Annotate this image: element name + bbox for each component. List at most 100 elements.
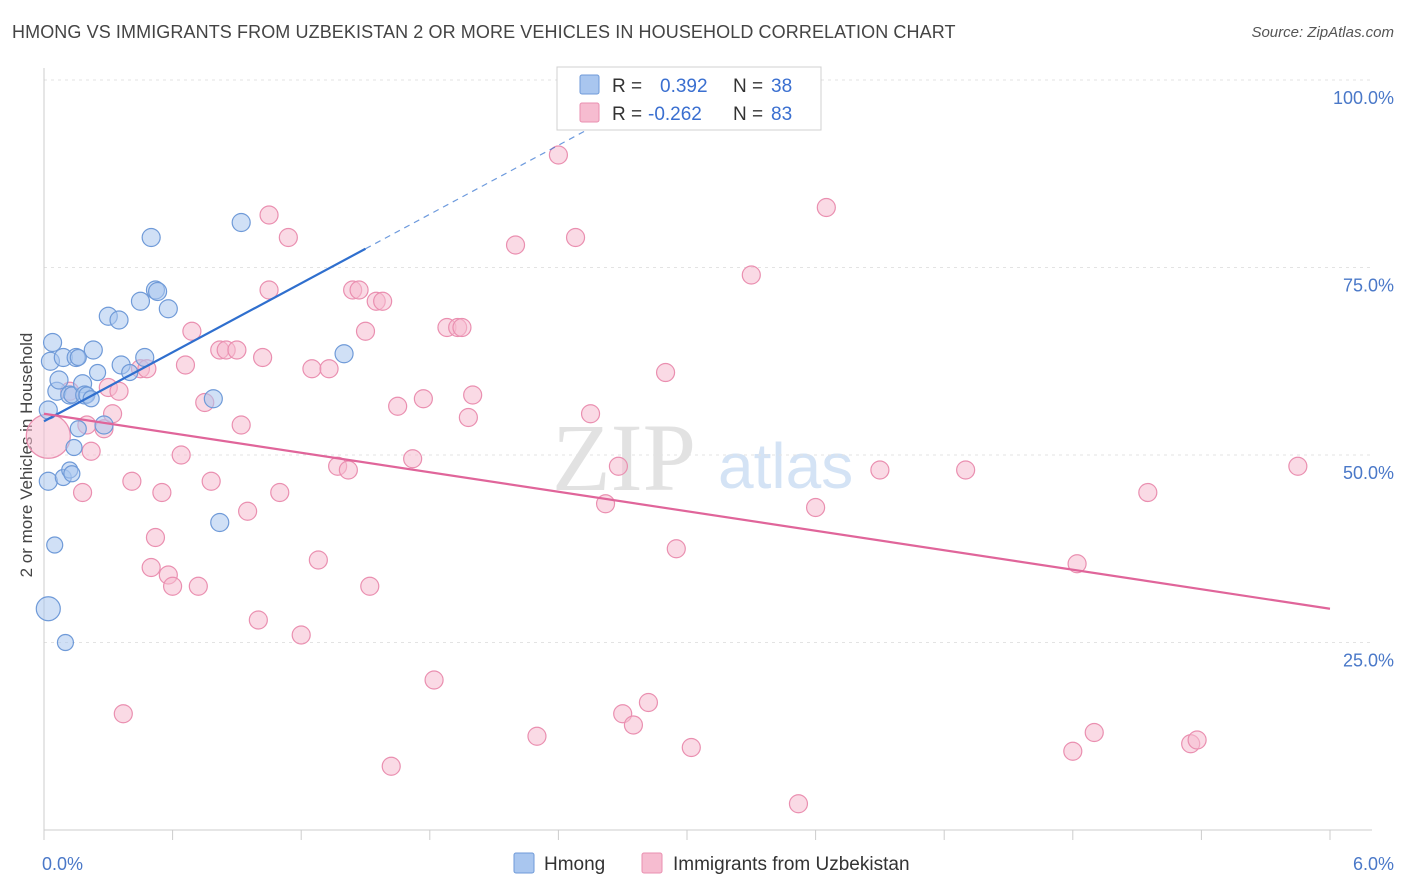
hmong-point-5 [46,536,64,554]
uzbekistan-point-37 [308,550,328,570]
legend-n-label-hmong: N = [733,76,763,97]
uzbekistan-point-70 [741,265,761,285]
uzbekistan-point-51 [424,670,444,690]
uzbekistan-point-77 [1067,554,1087,574]
uzbekistan-point-54 [452,317,472,338]
uzbekistan-point-67 [655,362,676,383]
uzbekistan-point-34 [278,227,298,248]
hmong-point-15 [65,438,83,457]
y-tick-label-2: 50.0% [1343,463,1394,483]
uzbekistan-point-33 [270,482,290,503]
bottom-legend-swatch-uzbekistan [641,852,663,874]
uzbekistan-point-9 [113,704,133,724]
uzbekistan-point-47 [381,756,401,776]
uzbekistan-point-78 [1084,722,1104,743]
hmong-trend-line-extension [365,110,623,250]
uzbekistan-point-58 [527,726,547,746]
uzbekistan-point-82 [1288,456,1308,476]
uzbekistan-point-59 [548,145,569,165]
uzbekistan-point-46 [373,291,393,311]
uzbekistan-point-76 [1063,741,1083,761]
hmong-trend-line [43,247,367,423]
uzbekistan-point-26 [227,340,247,360]
y-tick-label-3: 25.0% [1343,651,1394,671]
y-tick-labels: 100.0% 75.0% 50.0% 25.0% [1333,88,1394,671]
uzbekistan-point-19 [175,355,196,375]
uzbekistan-point-15 [152,482,172,503]
uzbekistan-point-32 [259,205,279,225]
chart-title: HMONG VS IMMIGRANTS FROM UZBEKISTAN 2 OR… [12,22,956,42]
y-tick-label-0: 100.0% [1333,88,1394,108]
uzbekistan-point-66 [638,692,659,713]
hmong-point-34 [147,281,168,302]
series-legend: Hmong Immigrants from Uzbekistan [513,852,910,875]
uzbekistan-point-20 [182,321,202,341]
hmong-point-37 [210,512,230,533]
uzbekistan-point-50 [413,389,433,409]
hmong-point-35 [158,299,178,319]
legend-n-label-uzbekistan: N = [733,104,763,125]
legend-swatch-uzbekistan [579,102,600,123]
uzbekistan-point-48 [388,396,408,416]
uzbekistan-point-35 [291,625,311,645]
uzbekistan-point-30 [253,347,273,368]
axes [43,68,1372,840]
uzbekistan-point-63 [608,456,629,476]
uzbekistan-point-28 [238,501,258,521]
uzbekistan-point-81 [1187,730,1207,750]
uzbekistan-point-56 [463,385,483,405]
uzbekistan-point-60 [565,227,586,248]
uzbekistan-point-10 [122,471,142,491]
hmong-point-26 [94,415,114,435]
hmong-point-7 [49,370,69,390]
uzbekistan-point-49 [403,449,423,469]
uzbekistan-point-72 [805,497,826,518]
uzbekistan-point-29 [248,610,268,630]
legend-r-value-uzbekistan: -0.262 [648,104,702,125]
uzbekistan-point-23 [201,471,221,491]
uzbekistan-point-21 [188,576,208,596]
uzbekistan-point-74 [870,460,890,480]
hmong-point-30 [130,291,151,311]
uzbekistan-point-57 [505,235,526,255]
uzbekistan-point-69 [681,737,701,758]
x-tick-label-min: 0.0% [42,854,83,874]
watermark-zip: ZIP [552,404,696,511]
hmong-point-17 [69,348,87,367]
legend-n-value-uzbekistan: 83 [771,104,792,125]
x-tick-label-max: 6.0% [1353,854,1394,874]
chart-source: Source: ZipAtlas.com [1251,24,1394,41]
uzbekistan-point-14 [145,527,166,548]
bottom-legend-label-uzbekistan: Immigrants from Uzbekistan [673,854,910,875]
hmong-point-36 [203,389,223,409]
hmong-point-27 [109,310,129,330]
x-tick-marks [43,830,1331,840]
uzbekistan-point-65 [623,715,644,735]
uzbekistan-point-44 [360,576,380,596]
y-axis-label: 2 or more Vehicles in Household [17,333,36,578]
uzbekistan-point-43 [355,321,376,341]
uzbekistan-point-61 [580,404,601,424]
watermark-atlas: atlas [718,430,853,502]
uzbekistan-point-68 [666,539,686,559]
gridlines [44,79,1372,643]
stats-legend-box [556,66,822,131]
hmong-point-18 [69,420,87,438]
hmong-point-24 [88,363,107,382]
uzbekistan-point-38 [319,359,339,379]
y-tick-label-1: 75.0% [1343,276,1394,296]
legend-r-label-hmong: R = [612,76,642,97]
bottom-legend-swatch-hmong [513,852,535,874]
uzbekistan-point-75 [956,460,976,480]
hmong-point-13 [63,465,81,483]
uzbekistan-point-2 [72,482,93,503]
series-hmong-points [35,212,354,652]
uzbekistan-point-4 [81,441,101,461]
trend-lines [43,110,1331,610]
stats-legend: R = 0.392 N = 38 R = -0.262 N = 83 [556,66,822,131]
legend-swatch-hmong [579,74,600,95]
uzbekistan-point-8 [109,381,129,401]
uzbekistan-point-73 [816,197,836,218]
bottom-legend-label-hmong: Hmong [544,854,605,875]
watermark: ZIP atlas [552,404,853,511]
